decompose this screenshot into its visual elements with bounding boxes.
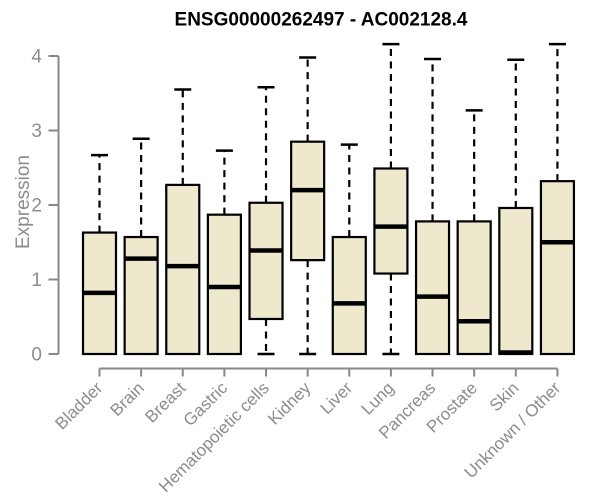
box-rect — [290, 140, 326, 262]
box-group-brain — [123, 137, 159, 356]
box-group-bladder — [81, 153, 118, 356]
y-axis-title: Expression — [13, 155, 34, 249]
box-group-hematopoietic-cells — [248, 86, 284, 356]
box-group-skin — [498, 58, 534, 356]
box-rect — [498, 206, 534, 356]
y-tick-label: 1 — [31, 270, 42, 291]
chart-title: ENSG00000262497 - AC002128.4 — [175, 10, 468, 31]
box-group-prostate — [456, 109, 492, 356]
y-tick-label: 0 — [31, 345, 42, 366]
y-tick-label: 4 — [31, 47, 42, 68]
box-rect — [206, 213, 242, 356]
box-group-breast — [165, 88, 201, 356]
box-rect — [123, 235, 159, 356]
box-rect — [331, 235, 367, 356]
box-rect — [248, 201, 284, 321]
y-tick-label: 2 — [31, 196, 42, 217]
box-rect — [456, 220, 492, 356]
box-rect — [414, 220, 451, 356]
box-group-unknown-other — [539, 42, 576, 356]
box-group-liver — [331, 143, 367, 356]
box-group-gastric — [206, 149, 242, 356]
box-rect — [539, 180, 576, 356]
box-group-kidney — [290, 56, 326, 356]
box-group-lung — [373, 42, 409, 356]
box-rect — [165, 183, 201, 356]
box-rect — [373, 167, 409, 275]
box-group-pancreas — [414, 57, 451, 356]
y-tick-label: 3 — [31, 121, 42, 142]
